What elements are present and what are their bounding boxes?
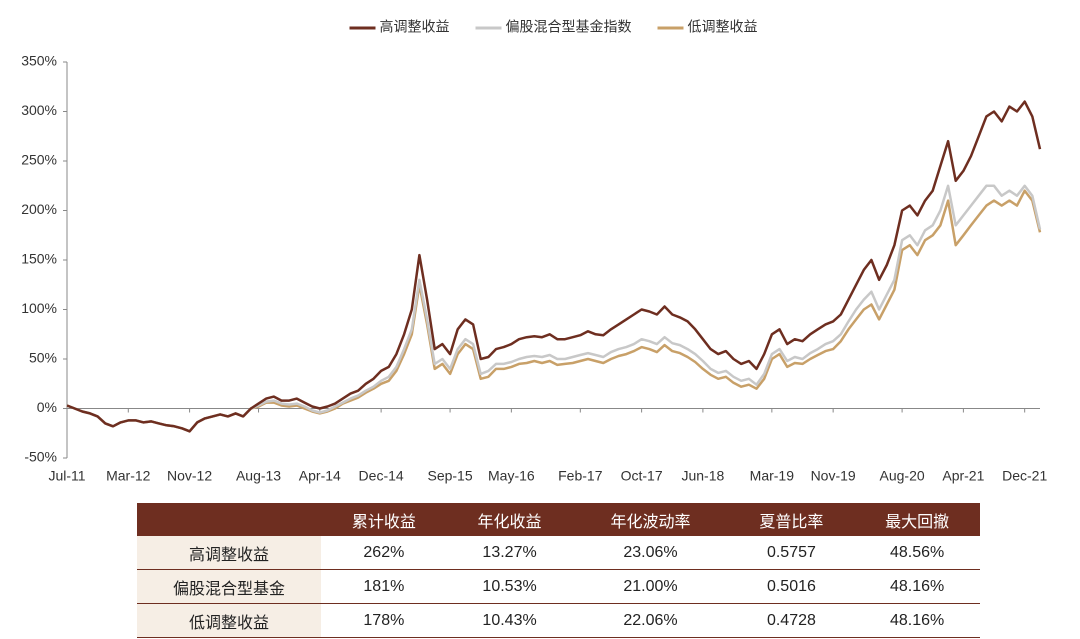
legend-label: 偏股混合型基金指数 bbox=[506, 19, 632, 35]
y-tick-label: 350% bbox=[21, 53, 57, 69]
series-line bbox=[66, 189, 1042, 433]
x-tick-label: Apr-21 bbox=[942, 468, 984, 484]
x-tick-label: Oct-17 bbox=[621, 468, 663, 484]
y-tick-label: -50% bbox=[24, 449, 57, 465]
table-header: 累计收益 年化收益 年化波动率 夏普比率 最大回撤 bbox=[137, 503, 980, 536]
header-cell bbox=[137, 503, 321, 536]
table-cell: 0.5757 bbox=[728, 536, 855, 570]
table-cell: 48.16% bbox=[854, 603, 980, 638]
header-cell: 最大回撤 bbox=[854, 503, 980, 536]
header-cell: 累计收益 bbox=[321, 503, 447, 536]
y-tick-label: 50% bbox=[29, 350, 57, 366]
table-cell: 10.43% bbox=[446, 603, 573, 638]
table-cell: 10.53% bbox=[446, 569, 573, 604]
y-tick-label: 100% bbox=[21, 300, 57, 316]
table-cell: 23.06% bbox=[572, 536, 729, 570]
y-tick-label: 150% bbox=[21, 251, 57, 267]
x-tick-label: Sep-15 bbox=[427, 468, 472, 484]
x-tick-label: May-16 bbox=[488, 468, 535, 484]
x-tick-label: Dec-21 bbox=[1002, 468, 1047, 484]
table-cell: 178% bbox=[321, 603, 447, 638]
header-cell: 年化收益 bbox=[446, 503, 573, 536]
table-cell: 13.27% bbox=[446, 536, 573, 570]
y-tick-label: 300% bbox=[21, 102, 57, 118]
legend-label: 低调整收益 bbox=[688, 19, 758, 35]
x-tick-label: Apr-14 bbox=[299, 468, 341, 484]
table-cell: 181% bbox=[321, 569, 447, 604]
table-cell: 262% bbox=[321, 536, 447, 570]
x-tick-label: Jun-18 bbox=[681, 468, 724, 484]
x-tick-label: Mar-12 bbox=[106, 468, 151, 484]
y-tick-label: 0% bbox=[37, 399, 57, 415]
table-cell: 0.4728 bbox=[728, 603, 855, 638]
table-cell: 0.5016 bbox=[728, 569, 855, 604]
table-row: 低调整收益 178% 10.43% 22.06% 0.4728 48.16% bbox=[137, 603, 980, 638]
table-row: 高调整收益 262% 13.27% 23.06% 0.5757 48.56% bbox=[137, 536, 980, 570]
table-cell: 48.16% bbox=[854, 569, 980, 604]
x-tick-label: Aug-13 bbox=[236, 468, 281, 484]
y-tick-label: 250% bbox=[21, 152, 57, 168]
series-line bbox=[66, 100, 1042, 433]
x-tick-label: Dec-14 bbox=[359, 468, 404, 484]
table-cell: 48.56% bbox=[854, 536, 980, 570]
x-tick-label: Nov-12 bbox=[167, 468, 212, 484]
row-label: 偏股混合型基金 bbox=[137, 569, 321, 604]
x-tick-label: Mar-19 bbox=[750, 468, 795, 484]
header-cell: 夏普比率 bbox=[728, 503, 855, 536]
table-cell: 21.00% bbox=[572, 569, 729, 604]
y-tick-label: 200% bbox=[21, 201, 57, 217]
header-cell: 年化波动率 bbox=[572, 503, 729, 536]
table-row: 偏股混合型基金 181% 10.53% 21.00% 0.5016 48.16% bbox=[137, 569, 980, 604]
x-tick-label: Feb-17 bbox=[558, 468, 603, 484]
stats-table: 累计收益 年化收益 年化波动率 夏普比率 最大回撤 高调整收益 262% 13.27% 23.… bbox=[137, 503, 980, 638]
x-tick-label: Nov-19 bbox=[811, 468, 856, 484]
row-label: 低调整收益 bbox=[137, 603, 321, 638]
legend: 高调整收益 偏股混合型基金指数 低调整收益 bbox=[349, 19, 758, 35]
legend-label: 高调整收益 bbox=[380, 19, 450, 35]
x-tick-label: Aug-20 bbox=[880, 468, 925, 484]
table-cell: 22.06% bbox=[572, 603, 729, 638]
row-label: 高调整收益 bbox=[137, 536, 321, 570]
x-tick-label: Jul-11 bbox=[48, 468, 85, 484]
series-line bbox=[66, 184, 1042, 433]
chart: -50% 0% 50% 100% 150% 200% 250% 300% 350% Jul-11 M… bbox=[21, 19, 1047, 484]
